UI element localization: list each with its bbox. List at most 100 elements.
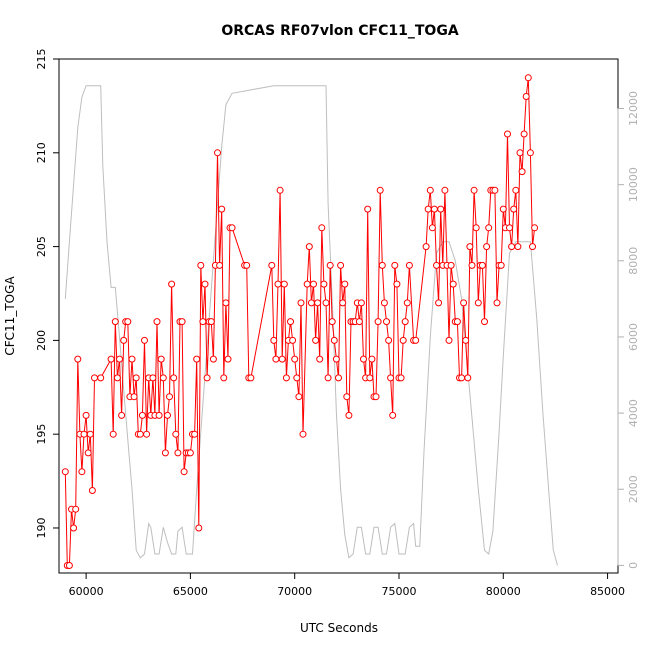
cfc11-point [293, 374, 301, 382]
y-tick-label: 205 [35, 236, 48, 257]
x-axis: 60000 65000 70000 75000 80000 85000 [69, 573, 625, 598]
cfc11-point [464, 374, 472, 382]
cfc11-point [430, 205, 438, 213]
cfc11-point [143, 430, 151, 438]
cfc11-point [341, 280, 349, 288]
cfc11-point [84, 449, 92, 457]
cfc11-point [433, 261, 440, 269]
cfc11-point [343, 393, 351, 401]
cfc11-point [138, 411, 146, 419]
cfc11-point [462, 336, 470, 344]
cfc11-point [376, 186, 384, 194]
cfc11-point [322, 299, 330, 307]
cfc11-point [326, 261, 334, 269]
cfc11-point [289, 336, 297, 344]
cfc11-point [529, 243, 536, 251]
cfc11-point [307, 299, 315, 307]
cfc11-point [282, 374, 290, 382]
cfc11-point [193, 355, 201, 363]
cfc11-point [70, 524, 78, 532]
cfc11-point [360, 355, 367, 363]
cfc11-point [111, 318, 119, 326]
cfc11-point [312, 336, 320, 344]
cfc11-point [526, 149, 534, 157]
cfc11-point [276, 186, 284, 194]
cfc11-point [155, 411, 163, 419]
cfc11-point [328, 318, 336, 326]
cfc11-point [218, 205, 226, 213]
cfc11-point [124, 318, 132, 326]
cfc11-point [466, 243, 474, 251]
cfc11-point [295, 393, 303, 401]
cfc11-point [197, 261, 205, 269]
cfc11-point [389, 411, 397, 419]
cfc11-point [337, 261, 345, 269]
cfc11-point [220, 374, 228, 382]
cfc11-point [166, 393, 173, 401]
cfc11-point [207, 318, 215, 326]
cfc11-point [216, 261, 224, 269]
cfc11-point [180, 468, 188, 476]
cfc11-point [470, 186, 478, 194]
altitude-line [64, 85, 558, 566]
cfc11-point [316, 355, 324, 363]
cfc11-point [397, 374, 405, 382]
chart-title: ORCAS RF07vlon CFC11_TOGA [221, 23, 458, 39]
cfc11-point [357, 299, 365, 307]
cfc11-point [161, 449, 169, 457]
cfc11-point [318, 224, 326, 232]
y-tick-label: 190 [35, 517, 48, 538]
cfc11-point [280, 280, 288, 288]
cfc11-point [531, 224, 539, 232]
y-tick-label: 210 [35, 142, 48, 163]
cfc11-point [113, 374, 121, 382]
cfc11-point [378, 261, 386, 269]
cfc11-point [339, 299, 347, 307]
y-axis: 190 195 200 205 210 215 [35, 49, 59, 538]
cfc11-point [149, 374, 157, 382]
cfc11-point [405, 261, 413, 269]
cfc11-point [228, 224, 236, 232]
y-tick-label: 195 [35, 424, 48, 445]
cfc11-point [366, 374, 374, 382]
cfc11-point [74, 355, 82, 363]
cfc11-point [449, 280, 457, 288]
x-tick-label: 60000 [69, 585, 104, 598]
cfc11-point [481, 318, 488, 326]
cfc11-point [387, 374, 395, 382]
cfc11-point [65, 562, 73, 569]
cfc11-point [380, 299, 388, 307]
cfc11-point [383, 318, 390, 326]
cfc11-point [493, 299, 501, 307]
cfc11-point [97, 374, 105, 382]
cfc11-point [460, 299, 468, 307]
y-axis-label: CFC11_TOGA [3, 276, 17, 356]
cfc11-point [424, 205, 432, 213]
cfc11-point [522, 93, 530, 100]
cfc11-point [195, 524, 203, 532]
cfc11-point [310, 280, 317, 288]
cfc11-point [80, 430, 88, 438]
cfc11-point [516, 149, 524, 157]
cfc11-point [483, 243, 491, 251]
x-tick-label: 65000 [173, 585, 208, 598]
cfc11-point [88, 487, 96, 494]
cfc11-series [61, 74, 539, 569]
cfc11-point [116, 355, 123, 363]
cfc11-point [403, 299, 411, 307]
cfc11-point [91, 374, 98, 382]
cfc11-point [514, 243, 522, 251]
cfc11-point [504, 130, 511, 138]
cfc11-point [458, 374, 466, 382]
cfc11-point [518, 168, 526, 176]
cfc11-point [330, 336, 338, 344]
cfc11-point [287, 318, 294, 326]
cfc11-point [355, 318, 363, 326]
x-tick-label: 75000 [381, 585, 416, 598]
cfc11-point [478, 261, 486, 269]
cfc11-point [141, 336, 148, 344]
cfc11-point [159, 374, 167, 382]
cfc11-point [445, 336, 453, 344]
cfc11-point [130, 393, 138, 401]
